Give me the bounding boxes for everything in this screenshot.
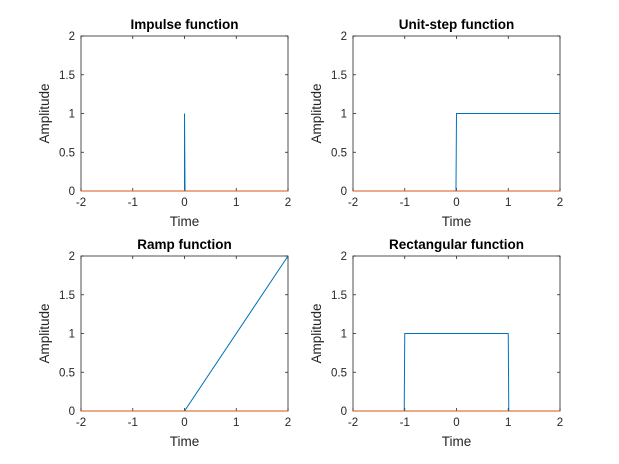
rectangular-x-tick-label: -1 [400, 417, 410, 429]
rectangular-y-tick-label: 1 [341, 329, 347, 341]
unit-step-x-tick-label: 0 [453, 197, 459, 209]
rectangular-y-tick-label: 0 [341, 406, 347, 418]
ramp-y-tick-label: 1.5 [59, 290, 75, 302]
ramp-y-tick-label: 1 [69, 329, 75, 341]
rectangular-y-tick-label: 1.5 [331, 290, 347, 302]
unit-step-y-tick-label: 0.5 [331, 147, 347, 159]
impulse-title: Impulse function [131, 17, 239, 32]
ramp-x-tick-label: 2 [285, 417, 291, 429]
rectangular-x-tick-label: 1 [505, 417, 511, 429]
unit-step-x-tick-label: 2 [557, 197, 563, 209]
rectangular-x-axis-label: Time [442, 434, 472, 449]
unit-step-y-axis-label: Amplitude [309, 83, 324, 143]
ramp-subplot: -2 -1 0 1 2 0 0.5 1 1.5 2 Ramp function Time Amplitu… [37, 237, 291, 449]
impulse-y-tick-label: 2 [69, 31, 75, 43]
impulse-y-tick-label: 0.5 [59, 147, 75, 159]
impulse-x-tick-label: 2 [285, 197, 291, 209]
ramp-y-tick-label: 0.5 [59, 367, 75, 379]
impulse-subplot: -2 -1 0 1 2 0 0.5 1 1.5 2 Impulse function Time Ampl… [37, 17, 291, 229]
rectangular-x-tick-label: 2 [557, 417, 563, 429]
impulse-x-tick-label: 1 [233, 197, 239, 209]
impulse-y-tick-label: 1.5 [59, 70, 75, 82]
rectangular-x-tick-label: -2 [348, 417, 358, 429]
ramp-x-tick-label: 1 [233, 417, 239, 429]
rectangular-x-tick-label: 0 [453, 417, 459, 429]
impulse-x-tick-label: -2 [76, 197, 86, 209]
rectangular-y-tick-label: 2 [341, 251, 347, 263]
impulse-x-tick-label: -1 [128, 197, 138, 209]
rectangular-subplot: -2 -1 0 1 2 0 0.5 1 1.5 2 Rectangular function Time… [309, 237, 563, 449]
unit-step-y-tick-label: 1.5 [331, 70, 347, 82]
unit-step-subplot: -2 -1 0 1 2 0 0.5 1 1.5 2 Unit-step function Time Am… [309, 17, 563, 229]
ramp-title: Ramp function [137, 237, 232, 252]
unit-step-y-tick-label: 1 [341, 109, 347, 121]
unit-step-title: Unit-step function [399, 17, 514, 32]
rectangular-y-axis-label: Amplitude [309, 303, 324, 363]
unit-step-x-tick-label: -2 [348, 197, 358, 209]
ramp-axes-box [80, 255, 289, 412]
rectangular-title: Rectangular function [389, 237, 524, 252]
impulse-x-tick-label: 0 [181, 197, 187, 209]
rectangular-y-tick-label: 0.5 [331, 367, 347, 379]
impulse-y-axis-label: Amplitude [37, 83, 52, 143]
unit-step-x-axis-label: Time [442, 214, 472, 229]
unit-step-x-tick-label: 1 [505, 197, 511, 209]
ramp-x-tick-label: 0 [181, 417, 187, 429]
unit-step-y-tick-label: 2 [341, 31, 347, 43]
ramp-y-tick-label: 2 [69, 251, 75, 263]
impulse-y-tick-label: 1 [69, 109, 75, 121]
impulse-x-axis-label: Time [170, 214, 200, 229]
unit-step-y-tick-label: 0 [341, 186, 347, 198]
ramp-y-tick-label: 0 [69, 406, 75, 418]
ramp-x-axis-label: Time [170, 434, 200, 449]
impulse-y-tick-label: 0 [69, 186, 75, 198]
ramp-x-tick-label: -2 [76, 417, 86, 429]
ramp-x-tick-label: -1 [128, 417, 138, 429]
unit-step-x-tick-label: -1 [400, 197, 410, 209]
ramp-y-axis-label: Amplitude [37, 303, 52, 363]
